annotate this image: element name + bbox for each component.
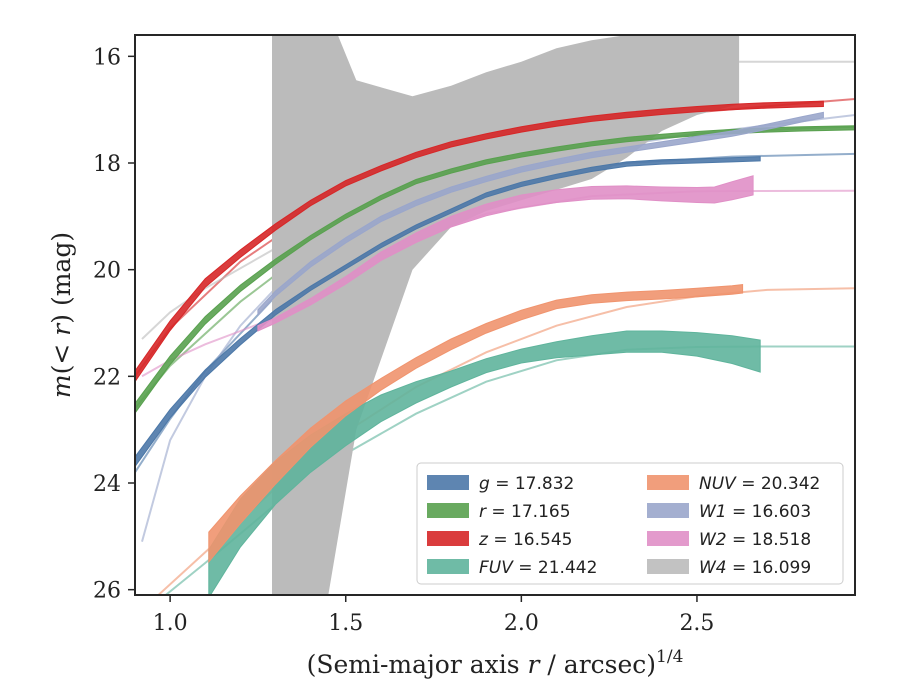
y-tick-label: 26 <box>93 579 121 604</box>
y-tick-label: 16 <box>93 45 121 70</box>
y-tick-label: 22 <box>93 365 121 390</box>
legend-swatch-w1 <box>647 503 689 518</box>
legend-label-z: z = 16.545 <box>478 530 572 550</box>
band-r <box>135 125 855 414</box>
band-z <box>135 100 824 383</box>
y-axis-title: m(< r) (mag) <box>47 232 76 398</box>
band-w1 <box>257 111 824 317</box>
legend-swatch-z <box>427 531 469 546</box>
x-ticks-layer: 1.0 1.5 2.0 2.5 <box>153 595 714 636</box>
legend-swatch-r <box>427 503 469 518</box>
band-w2 <box>257 175 754 332</box>
y-tick-label: 18 <box>93 152 121 177</box>
y-ticks-layer: 16 18 20 22 24 26 <box>93 45 135 604</box>
legend-label-w1: W1 = 16.603 <box>699 502 811 522</box>
x-axis-title: (Semi-major axis r / arcsec)1/4 <box>307 647 684 679</box>
legend-swatch-g <box>427 475 469 490</box>
x-tick-label: 2.5 <box>679 611 714 636</box>
x-tick-label: 2.0 <box>504 611 539 636</box>
legend-box <box>416 462 844 585</box>
band-fuv <box>208 330 761 595</box>
band-w4 <box>272 35 740 595</box>
legend-swatch-w4 <box>647 559 689 574</box>
data-bands-layer <box>135 35 855 595</box>
band-g <box>135 156 761 468</box>
x-tick-label: 1.0 <box>153 611 188 636</box>
legend-label-fuv: FUV = 21.442 <box>479 558 597 578</box>
y-tick-label: 20 <box>93 259 121 284</box>
plot-frame <box>134 34 856 596</box>
legend: g = 17.832 r = 17.165 z = 16.545 FUV = 21.4… <box>416 462 844 585</box>
legend-label-w2: W2 = 18.518 <box>699 530 811 550</box>
legend-label-nuv: NUV = 20.342 <box>699 474 820 494</box>
legend-swatch-w2 <box>647 531 689 546</box>
legend-swatch-nuv <box>647 475 689 490</box>
x-tick-label: 1.5 <box>328 611 363 636</box>
legend-label-w4: W4 = 16.099 <box>699 558 811 578</box>
band-nuv <box>208 284 744 564</box>
legend-swatch-fuv <box>427 559 469 574</box>
y-tick-label: 24 <box>93 472 121 497</box>
legend-label-g: g = 17.832 <box>479 474 574 494</box>
legend-label-r: r = 17.165 <box>479 502 571 522</box>
